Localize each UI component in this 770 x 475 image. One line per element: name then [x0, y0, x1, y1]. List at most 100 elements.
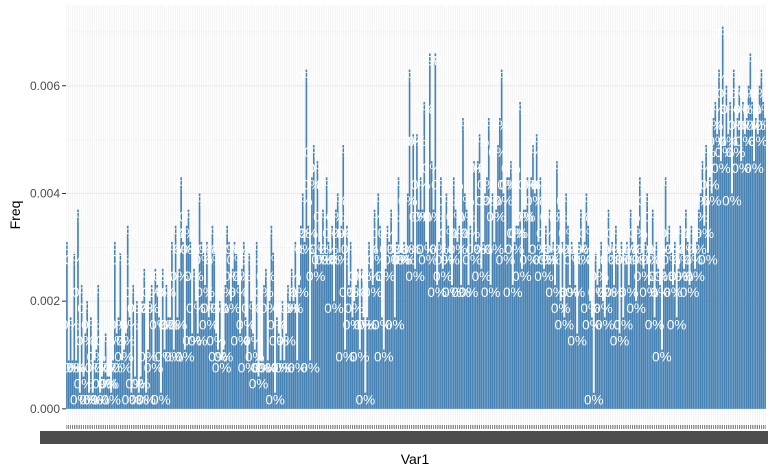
bar: [596, 285, 599, 409]
bar: [508, 177, 510, 409]
bar: [587, 225, 590, 409]
bar-label: 0%: [660, 226, 680, 241]
bar: [725, 85, 728, 409]
bar-label: 0%: [735, 134, 755, 149]
bar-label: 0%: [170, 269, 190, 284]
bar-label: 0%: [63, 360, 83, 375]
bar-label: 0%: [536, 226, 556, 241]
bar-label: 0%: [57, 242, 77, 257]
bar-label: 0%: [402, 242, 422, 257]
bar-label: 0%: [490, 118, 510, 133]
bar: [651, 209, 654, 409]
bar: [106, 376, 109, 409]
bar: [158, 317, 160, 409]
bar: [559, 301, 562, 409]
bar: [756, 134, 759, 409]
bar: [578, 241, 580, 409]
bar: [673, 241, 676, 409]
bar-label: 0%: [486, 210, 506, 225]
bar: [731, 193, 733, 409]
bar: [242, 241, 245, 409]
bar-label: 0%: [263, 253, 283, 268]
bar: [362, 317, 365, 409]
bar-label: 0%: [671, 226, 691, 241]
bar-label: 0%: [76, 333, 96, 348]
bar-label: 0%: [514, 210, 534, 225]
bar: [631, 241, 634, 409]
bar-label: 0%: [335, 350, 355, 365]
bar: [195, 301, 197, 409]
bar: [390, 209, 392, 409]
bar: [198, 193, 201, 409]
bar-label: 0%: [85, 360, 105, 375]
bar: [743, 134, 746, 409]
bar: [137, 392, 140, 409]
bar-label: 0%: [339, 285, 359, 300]
bar-label: 0%: [387, 242, 407, 257]
bar-label: 0%: [59, 360, 79, 375]
bar-label: 0%: [400, 70, 420, 85]
bar-label: 0%: [507, 226, 527, 241]
bar-label: 0%: [61, 317, 81, 332]
bar-label: 0%: [695, 226, 715, 241]
bar: [187, 209, 190, 409]
bar-label: 0%: [612, 242, 632, 257]
bar: [576, 333, 579, 409]
bar: [312, 145, 315, 409]
bar: [681, 252, 684, 409]
bar-label: 0%: [444, 177, 464, 192]
bar: [252, 333, 254, 409]
bar-label: 0%: [100, 377, 120, 392]
y-axis-title: Freq: [7, 201, 23, 230]
bar-label: 0%: [359, 242, 379, 257]
bar-label: 0%: [564, 253, 584, 268]
bar-label: 0%: [534, 269, 554, 284]
bar: [307, 225, 310, 409]
bar: [511, 285, 514, 409]
bar: [495, 209, 497, 409]
bar: [694, 268, 696, 409]
bar: [277, 333, 280, 409]
bar-label: 0%: [203, 226, 223, 241]
bar-label: 0%: [584, 393, 604, 408]
bar: [309, 360, 311, 409]
bar: [132, 285, 135, 409]
bar: [482, 241, 485, 409]
bar-label: 0%: [177, 226, 197, 241]
bar-label: 0%: [485, 242, 505, 257]
bar: [301, 193, 304, 409]
bar: [440, 177, 442, 409]
bar: [174, 225, 177, 409]
bar-label: 0%: [107, 333, 127, 348]
bar: [454, 209, 457, 409]
bar: [75, 360, 77, 409]
bar-label: 0%: [606, 226, 626, 241]
bar: [622, 317, 625, 409]
bar-label: 0%: [442, 285, 462, 300]
bar: [370, 268, 372, 409]
bar-label: 0%: [92, 377, 112, 392]
bar: [607, 209, 610, 409]
bar-label: 0%: [669, 269, 689, 284]
bar: [263, 285, 265, 409]
bar-label: 0%: [238, 360, 258, 375]
bar: [655, 241, 658, 409]
bar: [598, 268, 601, 409]
bar: [287, 285, 289, 409]
bar: [419, 177, 422, 409]
bar: [69, 317, 72, 409]
bar: [661, 349, 663, 409]
bar: [707, 252, 709, 409]
bar: [583, 241, 586, 409]
bar: [139, 376, 142, 409]
bar-label: 0%: [648, 269, 668, 284]
bar-label: 0%: [252, 360, 272, 375]
bar: [351, 317, 354, 409]
bar-label: 0%: [626, 301, 646, 316]
bar-label: 0%: [547, 161, 567, 176]
bar-label: 0%: [232, 269, 252, 284]
bar-label: 0%: [687, 242, 707, 257]
bar-label: 0%: [103, 360, 123, 375]
bar: [471, 252, 474, 409]
bar: [204, 285, 206, 409]
